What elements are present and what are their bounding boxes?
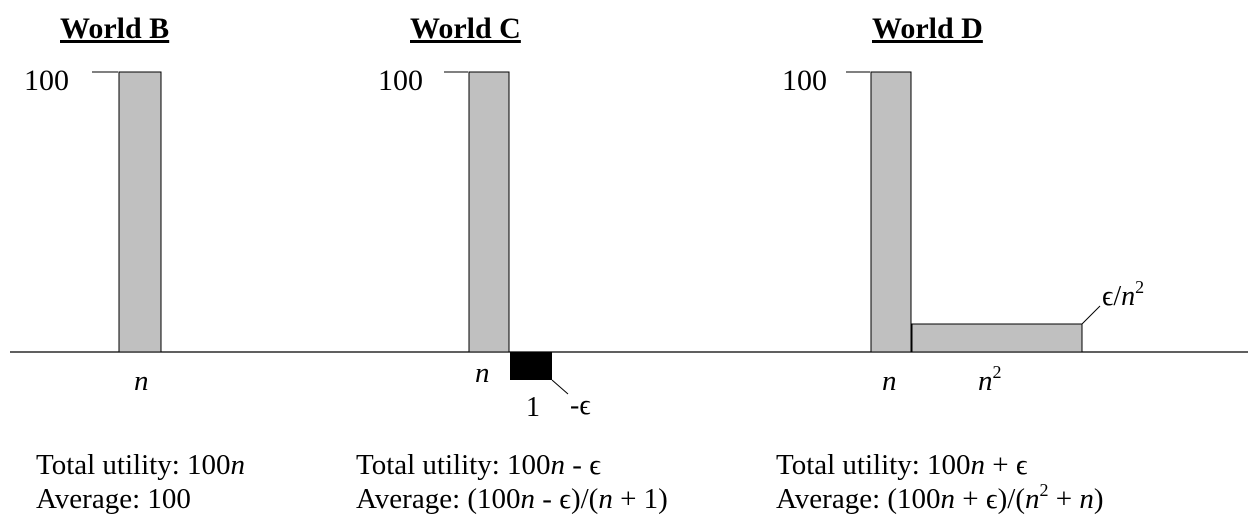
world-c-title: World C [410, 12, 521, 45]
world-c-bar-n [468, 71, 510, 353]
world-d-average: Average: (100n + ϵ)/(n2 + n) [776, 480, 1104, 515]
world-d-bar-n [870, 71, 912, 353]
world-c-average: Average: (100n - ϵ)/(n + 1) [356, 483, 668, 515]
world-c-negative-leader [551, 379, 569, 395]
world-d-title: World D [872, 12, 983, 45]
world-c-peak-label: 100 [378, 64, 423, 97]
world-c-total: Total utility: 100n - ϵ [356, 449, 601, 481]
world-b-total: Total utility: 100n [36, 449, 245, 481]
world-d-bar-n-squared [911, 323, 1083, 353]
world-d-total: Total utility: 100n + ϵ [776, 449, 1028, 481]
world-b-bar-n-width-label: n [134, 365, 149, 397]
world-d-peak-label: 100 [782, 64, 827, 97]
world-b-bar-n [118, 71, 162, 353]
world-c-bar-n-width-label: n [475, 357, 490, 389]
world-c-bar-negative [510, 352, 552, 380]
world-d-bar-n-squared-width-label: n2 [978, 362, 1002, 397]
world-d-value-leader [1081, 305, 1101, 325]
world-b-peak-label: 100 [24, 64, 69, 97]
world-b-average: Average: 100 [36, 483, 191, 515]
world-c-bar-negative-width-label: 1 [526, 392, 540, 423]
world-b-title: World B [60, 12, 169, 45]
world-d-bar-n-width-label: n [882, 365, 897, 397]
world-d-small-value-label: ϵ/n2 [1102, 277, 1144, 312]
world-c-negative-value-label: -ϵ [570, 390, 591, 421]
